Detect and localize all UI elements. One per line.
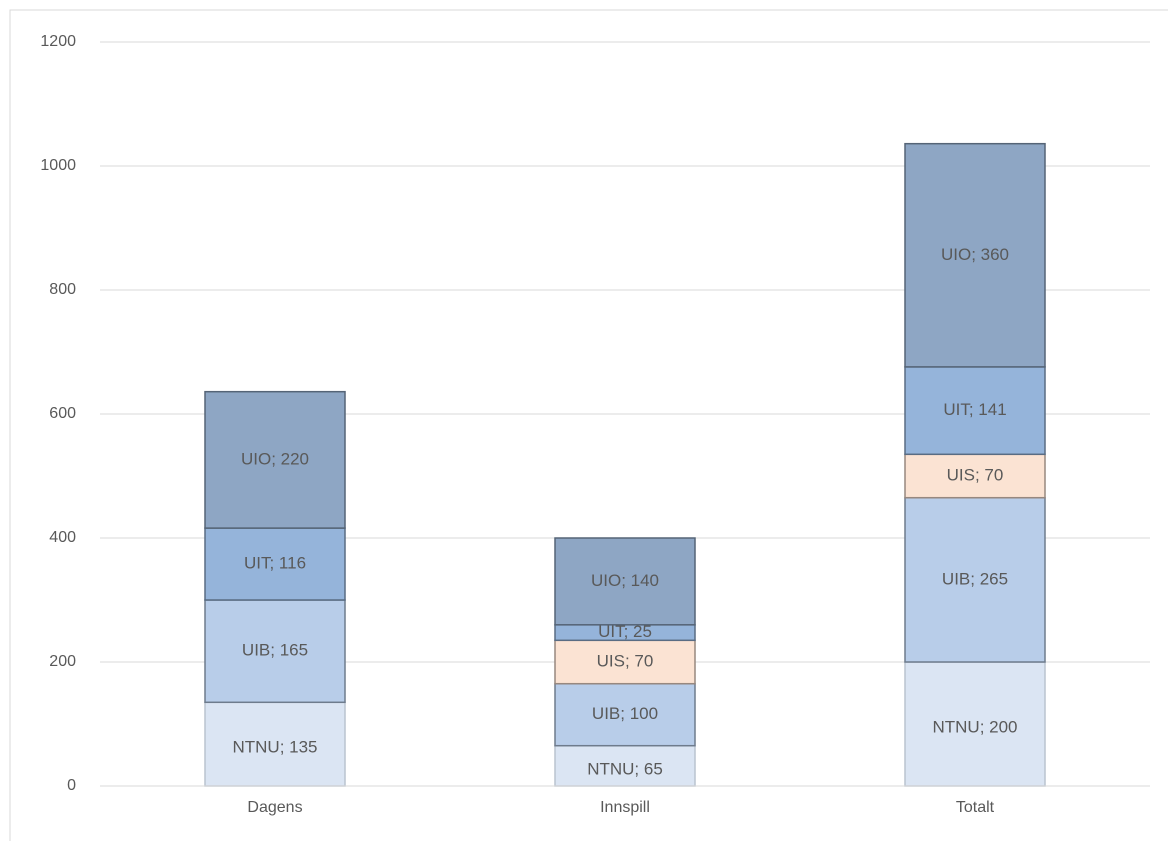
bar-segment (904, 142, 1046, 368)
data-label: UIO; 140 (591, 571, 659, 590)
bar-segment (554, 744, 696, 787)
y-tick-label: 800 (49, 281, 76, 298)
data-label: UIT; 141 (943, 400, 1006, 419)
x-tick-label: Totalt (956, 799, 995, 816)
bar-segment (204, 390, 346, 529)
data-label: UIB; 265 (942, 569, 1008, 588)
data-label: UIS; 70 (597, 651, 654, 670)
data-label: UIB; 165 (242, 641, 308, 660)
data-label: UIO; 220 (241, 449, 309, 468)
data-label: NTNU; 65 (587, 759, 663, 778)
y-tick-label: 200 (49, 653, 76, 670)
data-label: UIB; 100 (592, 704, 658, 723)
data-label: UIT; 25 (598, 622, 652, 641)
data-label: NTNU; 200 (932, 717, 1017, 736)
bar-segment (904, 453, 1046, 499)
chart-frame (9, 9, 1168, 841)
y-tick-label: 600 (49, 405, 76, 422)
x-tick-label: Dagens (247, 799, 302, 816)
bar-segment (904, 496, 1046, 663)
bar-segment (204, 701, 346, 787)
bar-segment (204, 527, 346, 601)
y-tick-label: 1000 (40, 157, 76, 174)
data-label: NTNU; 135 (232, 738, 317, 757)
bar-segment (204, 599, 346, 704)
y-tick-label: 400 (49, 529, 76, 546)
x-tick-label: Innspill (600, 799, 650, 816)
y-tick-label: 1200 (40, 33, 76, 50)
bar-segment (554, 537, 696, 626)
y-tick-label: 0 (67, 777, 76, 794)
data-label: UIO; 360 (941, 245, 1009, 264)
data-label: UIS; 70 (947, 465, 1004, 484)
data-label: UIT; 116 (244, 554, 306, 573)
bar-segment (904, 366, 1046, 456)
bar-segment (904, 661, 1046, 787)
